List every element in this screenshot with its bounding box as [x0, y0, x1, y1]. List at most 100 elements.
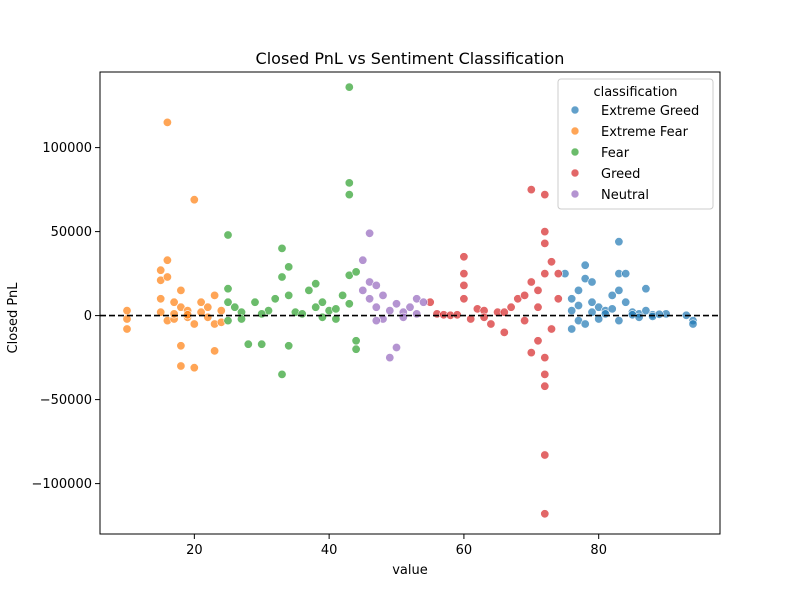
data-point	[237, 314, 247, 324]
series-greed	[425, 185, 563, 519]
data-point	[317, 312, 327, 322]
data-point	[344, 82, 354, 92]
data-point	[526, 277, 536, 287]
data-point	[533, 336, 543, 346]
data-point	[546, 324, 556, 334]
chart-title: Closed PnL vs Sentiment Classification	[256, 49, 565, 68]
data-point	[621, 269, 631, 279]
data-point	[520, 316, 530, 326]
data-point	[499, 307, 509, 317]
data-point	[189, 363, 199, 373]
data-point	[223, 284, 233, 294]
data-point	[540, 381, 550, 391]
data-point	[614, 285, 624, 295]
data-point	[210, 290, 220, 300]
data-point	[230, 302, 240, 312]
data-point	[196, 297, 206, 307]
data-point	[540, 369, 550, 379]
data-point	[641, 306, 651, 316]
data-point	[250, 297, 260, 307]
data-point	[189, 319, 199, 329]
series-extreme-greed	[560, 237, 698, 334]
data-point	[391, 299, 401, 309]
legend-label: Extreme Fear	[601, 125, 689, 140]
data-point	[183, 310, 193, 320]
data-point	[405, 302, 415, 312]
data-point	[567, 294, 577, 304]
data-point	[526, 185, 536, 195]
y-tick-label: 100000	[42, 141, 92, 156]
data-point	[540, 269, 550, 279]
data-point	[506, 302, 516, 312]
legend-box	[557, 78, 714, 210]
data-point	[533, 285, 543, 295]
data-point	[284, 341, 294, 351]
data-point	[317, 297, 327, 307]
data-point	[344, 178, 354, 188]
data-point	[277, 243, 287, 253]
series-fear	[223, 82, 361, 379]
data-point	[594, 314, 604, 324]
data-point	[486, 319, 496, 329]
legend-marker	[570, 126, 580, 136]
data-point	[654, 309, 664, 319]
data-point	[365, 228, 375, 238]
data-point	[452, 310, 462, 320]
data-point	[573, 300, 583, 310]
data-point	[176, 285, 186, 295]
data-point	[580, 319, 590, 329]
data-point	[162, 255, 172, 265]
y-tick-label: 50000	[51, 225, 92, 240]
data-point	[243, 339, 253, 349]
data-point	[358, 285, 368, 295]
x-tick-label: 80	[590, 543, 607, 558]
data-point	[378, 290, 388, 300]
data-point	[614, 237, 624, 247]
data-point	[304, 285, 314, 295]
legend-label: Extreme Greed	[601, 104, 699, 119]
data-point	[189, 195, 199, 205]
data-point	[385, 353, 395, 363]
data-point	[540, 353, 550, 363]
data-point	[607, 304, 617, 314]
data-point	[223, 297, 233, 307]
data-point	[573, 285, 583, 295]
data-point	[540, 450, 550, 460]
data-point	[156, 294, 166, 304]
data-point	[540, 509, 550, 519]
data-point	[526, 348, 536, 358]
data-point	[459, 252, 469, 262]
data-point	[540, 227, 550, 237]
data-point	[371, 280, 381, 290]
data-point	[257, 309, 267, 319]
data-point	[580, 260, 590, 270]
data-point	[176, 341, 186, 351]
data-point	[297, 309, 307, 319]
data-point	[459, 280, 469, 290]
legend-label: Neutral	[601, 188, 649, 203]
data-point	[520, 290, 530, 300]
data-point	[499, 327, 509, 337]
data-point	[216, 306, 226, 316]
legend-marker	[570, 105, 580, 115]
data-point	[284, 290, 294, 300]
data-point	[614, 316, 624, 326]
data-point	[567, 324, 577, 334]
data-point	[621, 297, 631, 307]
x-tick-label: 40	[321, 543, 338, 558]
legend-marker	[570, 189, 580, 199]
data-point	[567, 306, 577, 316]
data-point	[412, 309, 422, 319]
data-point	[587, 297, 597, 307]
legend-marker	[570, 147, 580, 157]
data-point	[169, 309, 179, 319]
data-point	[270, 294, 280, 304]
data-point	[540, 238, 550, 248]
data-point	[156, 265, 166, 275]
data-point	[338, 290, 348, 300]
data-point	[257, 339, 267, 349]
x-tick-label: 20	[186, 543, 203, 558]
data-point	[641, 284, 651, 294]
data-point	[223, 316, 233, 326]
